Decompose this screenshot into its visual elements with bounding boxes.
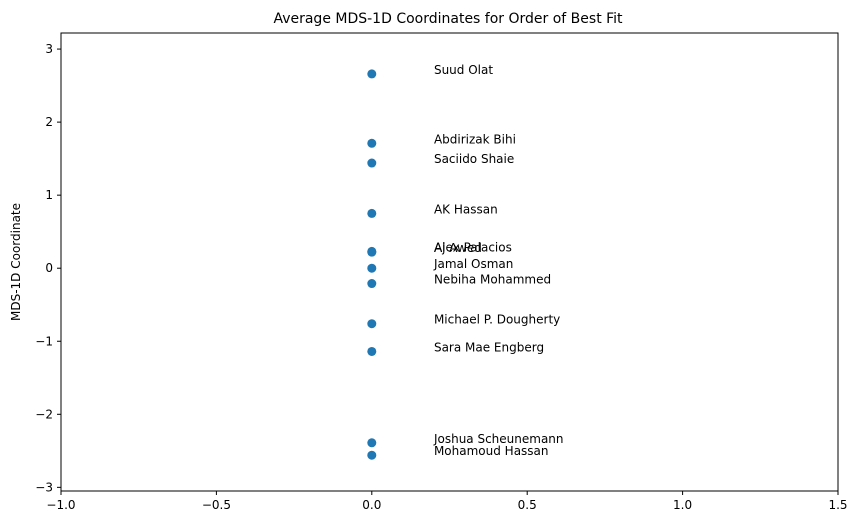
data-point — [367, 450, 377, 460]
data-point — [367, 69, 377, 79]
data-point — [367, 263, 377, 273]
point-label: AK Hassan — [434, 202, 498, 216]
point-label: Abdirizak Bihi — [434, 132, 516, 146]
point-label: Aj Awed — [434, 241, 482, 255]
x-axis-ticks: −1.0 −0.5 0.0 0.5 1.0 1.5 — [46, 491, 848, 512]
data-point — [367, 138, 377, 148]
point-label: Joshua Scheunemann — [433, 432, 564, 446]
data-point — [367, 279, 377, 289]
point-label: Suud Olat — [434, 63, 493, 77]
data-points — [367, 69, 377, 460]
x-tick-label: 0.0 — [362, 498, 381, 512]
point-label: Sara Mae Engberg — [434, 340, 544, 354]
y-tick-label: 3 — [45, 42, 53, 56]
point-labels: Suud Olat Abdirizak Bihi Saciido Shaie AK H… — [433, 63, 564, 458]
y-axis-ticks: −3 −2 −1 0 1 2 3 — [35, 42, 61, 494]
chart-title: Average MDS-1D Coordinates for Order of … — [273, 11, 623, 27]
x-tick-label: −1.0 — [46, 498, 75, 512]
x-tick-label: 1.0 — [673, 498, 692, 512]
plot-area-frame — [60, 32, 839, 492]
x-tick-label: 1.5 — [828, 498, 847, 512]
point-label: Saciido Shaie — [434, 152, 514, 166]
point-label: Alex Palacios — [434, 240, 512, 254]
y-tick-label: 2 — [45, 115, 53, 129]
y-tick-label: 0 — [45, 261, 53, 275]
x-tick-label: −0.5 — [202, 498, 231, 512]
x-tick-label: 0.5 — [518, 498, 537, 512]
y-tick-label: −1 — [35, 334, 53, 348]
y-axis-label: MDS-1D Coordinate — [9, 203, 23, 321]
data-point — [367, 247, 377, 257]
y-tick-label: −3 — [35, 480, 53, 494]
point-label: Michael P. Dougherty — [434, 313, 560, 327]
point-label: Jamal Osman — [433, 257, 513, 271]
point-label: Mohamoud Hassan — [434, 444, 549, 458]
data-point — [367, 158, 377, 168]
data-point — [367, 208, 377, 218]
y-tick-label: −2 — [35, 407, 53, 421]
data-point — [367, 438, 377, 448]
point-label: Nebiha Mohammed — [434, 273, 551, 287]
data-point — [367, 319, 377, 329]
y-tick-label: 1 — [45, 188, 53, 202]
data-point — [367, 346, 377, 356]
